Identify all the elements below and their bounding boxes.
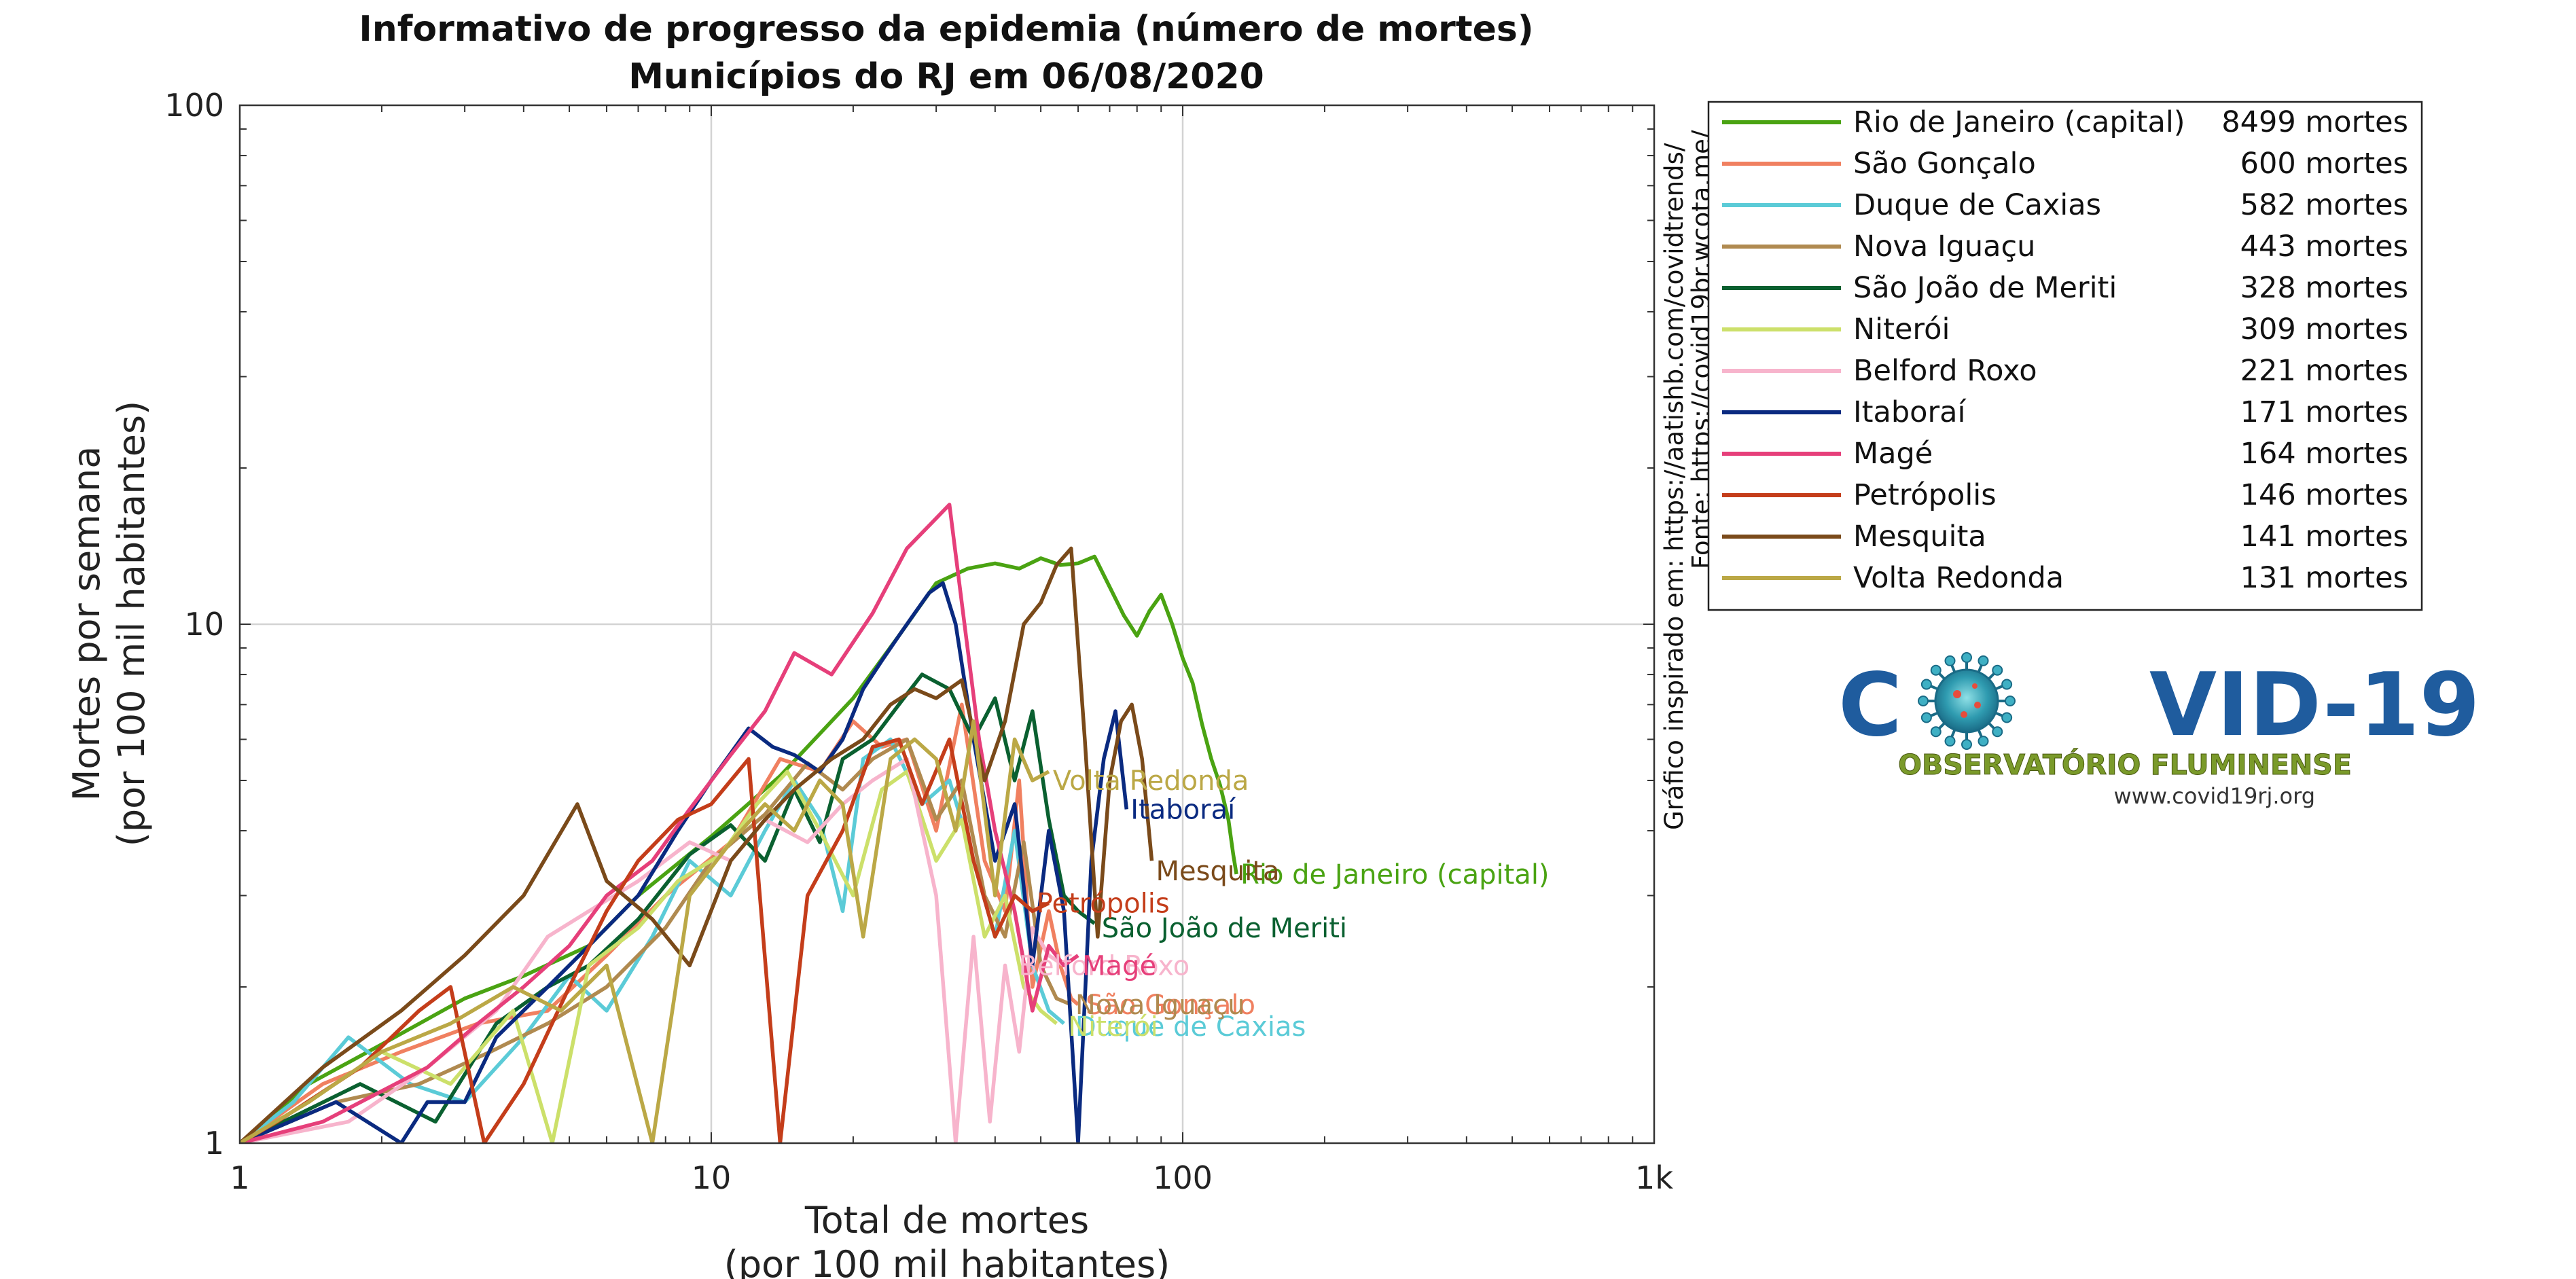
logo-text-covid: C <box>1838 655 1902 756</box>
legend-death-count: 164 mortes <box>2240 437 2408 471</box>
series-end-label: São Gonçalo <box>1086 990 1255 1021</box>
legend-series-name: Nova Iguaçu <box>1853 230 2035 264</box>
covid19-logo: C VID-19 OBSERVATÓRIO FLUMINENSE www.cov… <box>1838 652 2480 809</box>
y-axis-sublabel: (por 100 mil habitantes) <box>110 401 153 846</box>
series-end-labels: Rio de Janeiro (capital) São GonçaloDuque… <box>1019 765 1550 1043</box>
legend-series-name: Petrópolis <box>1853 478 1997 512</box>
legend-series-name: Magé <box>1853 437 1933 471</box>
legend-series-name: Mesquita <box>1853 520 1986 554</box>
minor-ticks <box>240 105 1654 1143</box>
series-end-label: Belford Roxo <box>1019 950 1190 981</box>
legend-death-count: 443 mortes <box>2240 230 2408 264</box>
legend-series-name: Duque de Caxias <box>1853 188 2101 222</box>
legend-series-name: São Gonçalo <box>1853 147 2036 181</box>
series-line <box>240 546 1154 1143</box>
chart-title-line1: Informativo de progresso da epidemia (nú… <box>359 9 1533 50</box>
y-tick-labels: 1 10 100 <box>164 87 224 1161</box>
y-tick-label: 1 <box>204 1125 224 1161</box>
plot-frame <box>238 104 1656 1145</box>
x-axis-sublabel: (por 100 mil habitantes) <box>724 1243 1170 1279</box>
series-line <box>240 503 1079 1143</box>
series-end-label: Niterói <box>1068 1011 1158 1043</box>
y-tick-label: 10 <box>184 606 224 643</box>
x-axis-label: Total de mortes <box>804 1199 1089 1242</box>
legend-death-count: 328 mortes <box>2240 271 2408 305</box>
series-end-label: Rio de Janeiro (capital) <box>1240 859 1549 890</box>
y-axis-label: Mortes por semana <box>65 446 108 801</box>
series-end-label: São João de Meriti <box>1102 913 1347 944</box>
legend-series-name: Belford Roxo <box>1853 354 2037 388</box>
series-end-label: Duque de Caxias <box>1075 1011 1306 1043</box>
x-tick-label: 1k <box>1635 1159 1673 1196</box>
y-tick-label: 100 <box>164 87 224 124</box>
legend-series-name: Itaboraí <box>1853 395 1967 429</box>
coronavirus-icon <box>1918 652 2016 750</box>
series-end-label: Mesquita <box>1156 856 1280 887</box>
legend: Rio de Janeiro (capital) 8499 mortes São G… <box>1707 101 2423 611</box>
legend-death-count: 171 mortes <box>2240 395 2408 429</box>
chart-title-line2: Municípios do RJ em 06/08/2020 <box>628 56 1264 97</box>
legend-death-count: 8499 mortes <box>2221 105 2408 139</box>
logo-subtitle: OBSERVATÓRIO FLUMINENSE <box>1898 749 2352 781</box>
series-end-label: Itaboraí <box>1130 794 1236 825</box>
legend-death-count: 600 mortes <box>2240 147 2408 181</box>
legend-death-count: 146 mortes <box>2240 478 2408 512</box>
logo-text-id19: VID-19 <box>2149 655 2480 756</box>
x-tick-label: 10 <box>692 1159 732 1196</box>
series-end-label: Nova Iguaçu <box>1075 990 1245 1021</box>
grid-lines <box>240 105 1654 1143</box>
legend-series-name: Volta Redonda <box>1853 561 2064 595</box>
series-lines <box>240 503 1238 1143</box>
legend-box <box>1707 101 2423 611</box>
logo-url: www.covid19rj.org <box>2114 783 2315 809</box>
series-line <box>240 737 1050 1143</box>
x-tick-label: 1 <box>230 1159 249 1196</box>
legend-series-name: Niterói <box>1853 312 1950 346</box>
legend-death-count: 221 mortes <box>2240 354 2408 388</box>
series-line <box>240 581 1129 1143</box>
legend-death-count: 141 mortes <box>2240 520 2408 554</box>
series-line <box>240 737 1072 1143</box>
x-tick-label: 100 <box>1153 1159 1213 1196</box>
side-note-inspiration: Gráfico inspirado em: https://aatishb.co… <box>1660 143 1689 830</box>
x-tick-labels: 1 10 100 1k <box>230 1159 1673 1196</box>
legend-series-name: Rio de Janeiro (capital) <box>1853 105 2185 139</box>
series-end-label: Volta Redonda <box>1053 765 1249 797</box>
legend-series-name: São João de Meriti <box>1853 271 2117 305</box>
series-end-label: Magé <box>1082 950 1156 981</box>
series-line <box>240 719 1050 1143</box>
legend-death-count: 582 mortes <box>2240 188 2408 222</box>
legend-death-count: 309 mortes <box>2240 312 2408 346</box>
series-end-label: Petrópolis <box>1037 888 1170 920</box>
legend-death-count: 131 mortes <box>2240 561 2408 595</box>
